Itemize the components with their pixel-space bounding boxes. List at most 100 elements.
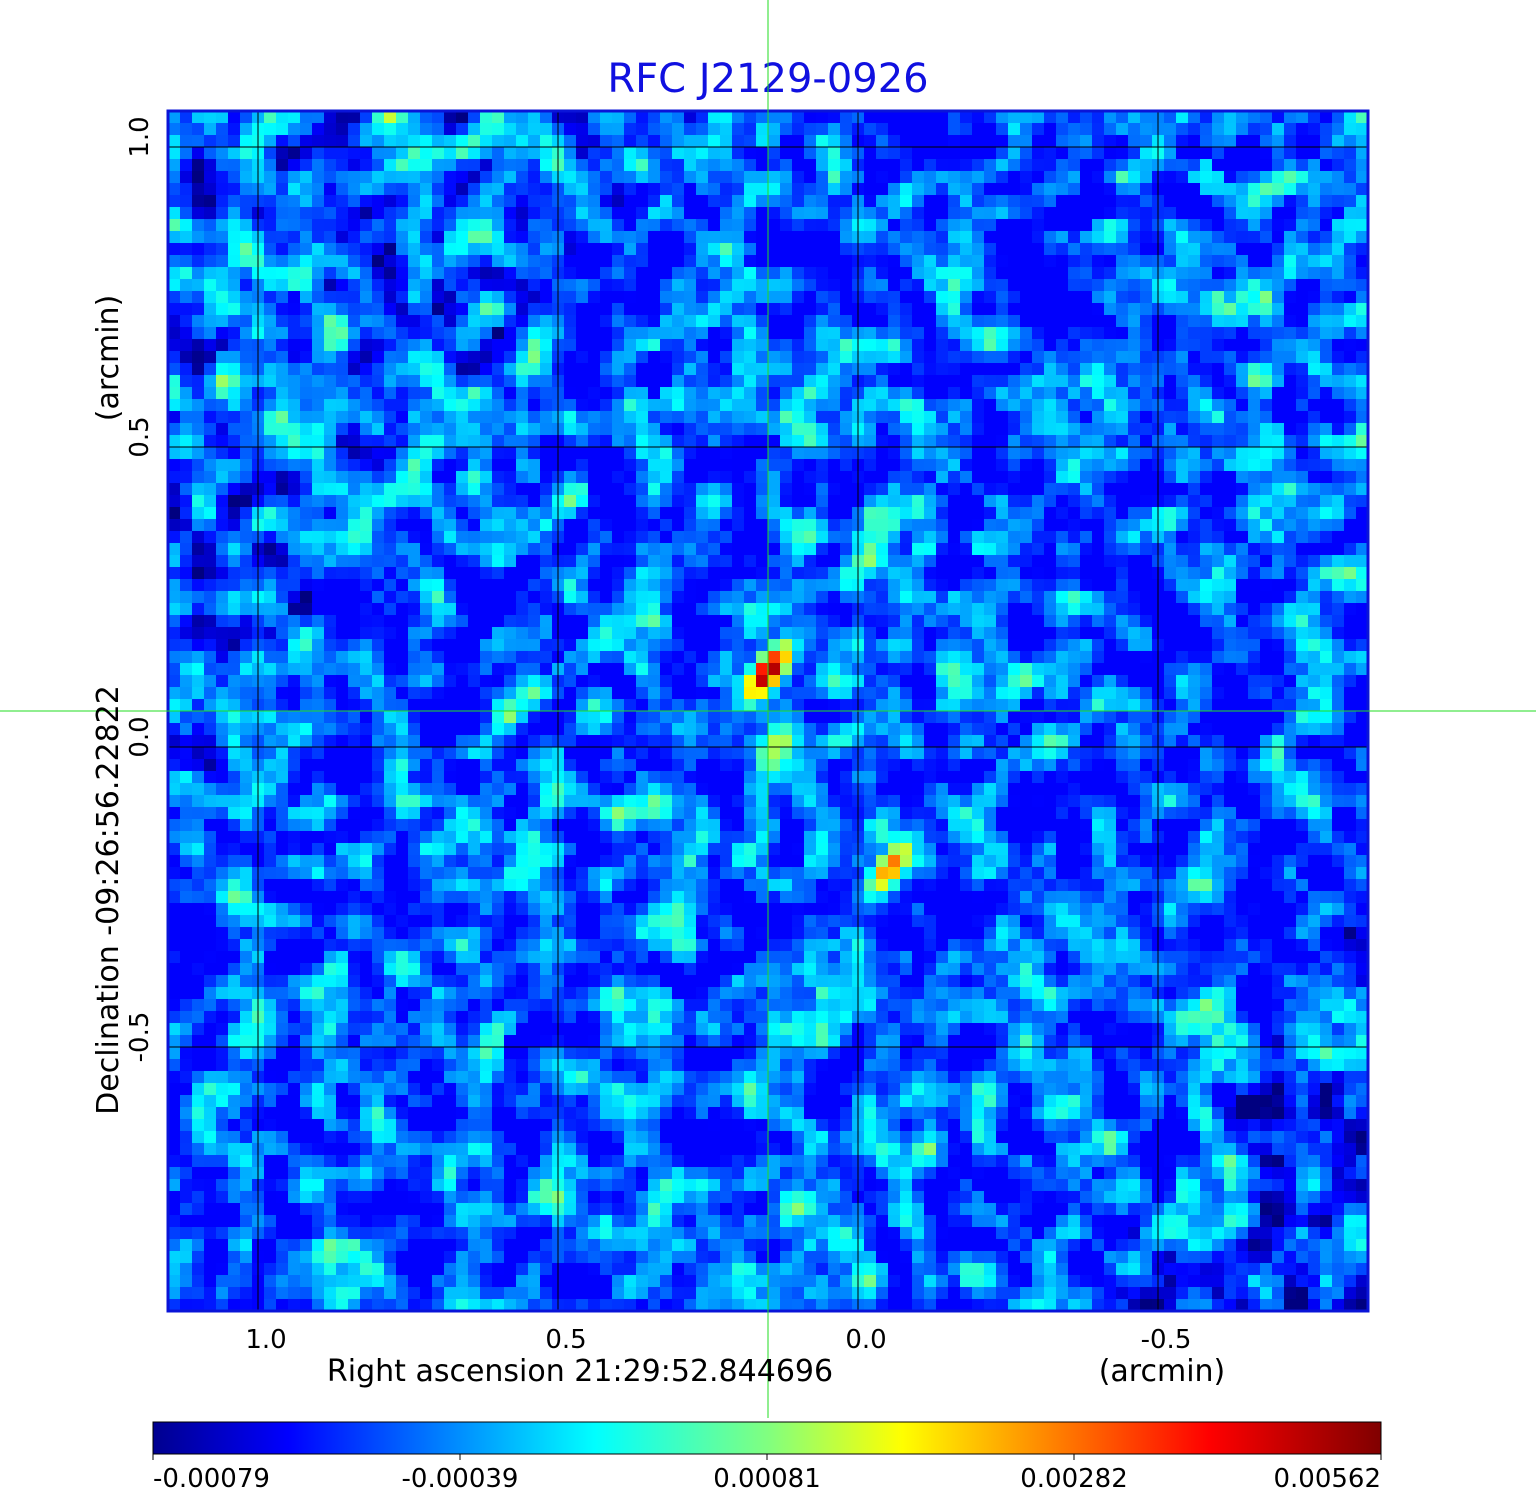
heatmap-cell <box>888 579 901 592</box>
heatmap-cell <box>300 339 313 352</box>
heatmap-cell <box>1056 195 1069 208</box>
heatmap-cell <box>936 459 949 472</box>
heatmap-cell <box>792 279 805 292</box>
heatmap-cell <box>468 183 481 196</box>
heatmap-cell <box>1296 399 1309 412</box>
heatmap-cell <box>468 327 481 340</box>
heatmap-cell <box>504 123 517 136</box>
heatmap-cell <box>1248 687 1261 700</box>
heatmap-cell <box>1080 255 1093 268</box>
heatmap-cell <box>612 147 625 160</box>
heatmap-cell <box>936 387 949 400</box>
heatmap-cell <box>744 651 757 664</box>
heatmap-cell <box>1116 411 1129 424</box>
heatmap-cell <box>996 279 1009 292</box>
heatmap-cell <box>1008 327 1021 340</box>
heatmap-cell <box>1056 399 1069 412</box>
heatmap-cell <box>540 435 553 448</box>
heatmap-cell <box>1128 159 1141 172</box>
heatmap-cell <box>396 351 409 364</box>
heatmap-cell <box>1296 195 1309 208</box>
heatmap-cell <box>480 399 493 412</box>
heatmap-cell <box>1272 375 1285 388</box>
heatmap-cell <box>696 159 709 172</box>
heatmap-cell <box>900 567 913 580</box>
heatmap-cell <box>240 231 253 244</box>
heatmap-cell <box>348 519 361 532</box>
heatmap-cell <box>660 447 673 460</box>
heatmap-cell <box>708 687 721 700</box>
heatmap-cell <box>180 339 193 352</box>
heatmap-cell <box>900 387 913 400</box>
heatmap-cell <box>660 351 673 364</box>
heatmap-cell <box>540 207 553 220</box>
heatmap-cell <box>732 267 745 280</box>
heatmap-cell <box>1188 507 1201 520</box>
heatmap-cell <box>696 231 709 244</box>
heatmap-cell <box>240 423 253 436</box>
heatmap-cell <box>276 183 289 196</box>
heatmap-cell <box>228 483 241 496</box>
heatmap-cell <box>792 195 805 208</box>
heatmap-cell <box>1260 615 1273 628</box>
heatmap-cell <box>192 123 205 136</box>
heatmap-cell <box>1260 699 1273 712</box>
heatmap-cell <box>828 699 841 712</box>
heatmap-cell <box>672 411 685 424</box>
heatmap-cell <box>1200 435 1213 448</box>
heatmap-cell <box>864 171 877 184</box>
heatmap-cell <box>732 543 745 556</box>
heatmap-cell <box>540 687 553 700</box>
heatmap-cell <box>240 387 253 400</box>
heatmap-cell <box>1020 663 1033 676</box>
heatmap-cell <box>168 651 181 664</box>
heatmap-cell <box>960 279 973 292</box>
heatmap-cell <box>312 147 325 160</box>
heatmap-cell <box>1200 111 1213 124</box>
heatmap-cell <box>192 351 205 364</box>
heatmap-cell <box>1248 483 1261 496</box>
heatmap-cell <box>984 159 997 172</box>
heatmap-cell <box>1164 147 1177 160</box>
heatmap-cell <box>768 231 781 244</box>
heatmap-cell <box>312 483 325 496</box>
heatmap-cell <box>228 147 241 160</box>
heatmap-cell <box>744 615 757 628</box>
heatmap-cell <box>1260 399 1273 412</box>
heatmap-cell <box>720 519 733 532</box>
heatmap-cell <box>948 351 961 364</box>
heatmap-cell <box>936 207 949 220</box>
heatmap-cell <box>1032 135 1045 148</box>
heatmap-cell <box>1248 375 1261 388</box>
heatmap-cell <box>540 111 553 124</box>
heatmap-cell <box>264 363 277 376</box>
heatmap-cell <box>288 579 301 592</box>
heatmap-cell <box>180 495 193 508</box>
heatmap-cell <box>324 687 337 700</box>
heatmap-cell <box>696 279 709 292</box>
heatmap-cell <box>600 639 613 652</box>
heatmap-cell <box>348 663 361 676</box>
heatmap-cell <box>276 603 289 616</box>
heatmap-cell <box>948 183 961 196</box>
heatmap-cell <box>612 531 625 544</box>
heatmap-cell <box>1200 159 1213 172</box>
heatmap-cell <box>1224 183 1237 196</box>
heatmap-cell <box>1260 627 1273 640</box>
heatmap-cell <box>576 399 589 412</box>
heatmap-cell <box>1128 195 1141 208</box>
heatmap-cell <box>876 519 889 532</box>
heatmap-cell <box>276 411 289 424</box>
heatmap-cell <box>384 459 397 472</box>
heatmap-cell <box>1356 567 1369 580</box>
heatmap-cell <box>1116 243 1129 256</box>
heatmap-cell <box>1248 471 1261 484</box>
heatmap-cell <box>312 351 325 364</box>
heatmap-cell <box>720 267 733 280</box>
heatmap-cell <box>720 303 733 316</box>
heatmap-cell <box>1296 351 1309 364</box>
heatmap-cell <box>360 699 373 712</box>
heatmap-cell <box>432 123 445 136</box>
heatmap-cell <box>504 435 517 448</box>
heatmap-cell <box>1104 387 1117 400</box>
